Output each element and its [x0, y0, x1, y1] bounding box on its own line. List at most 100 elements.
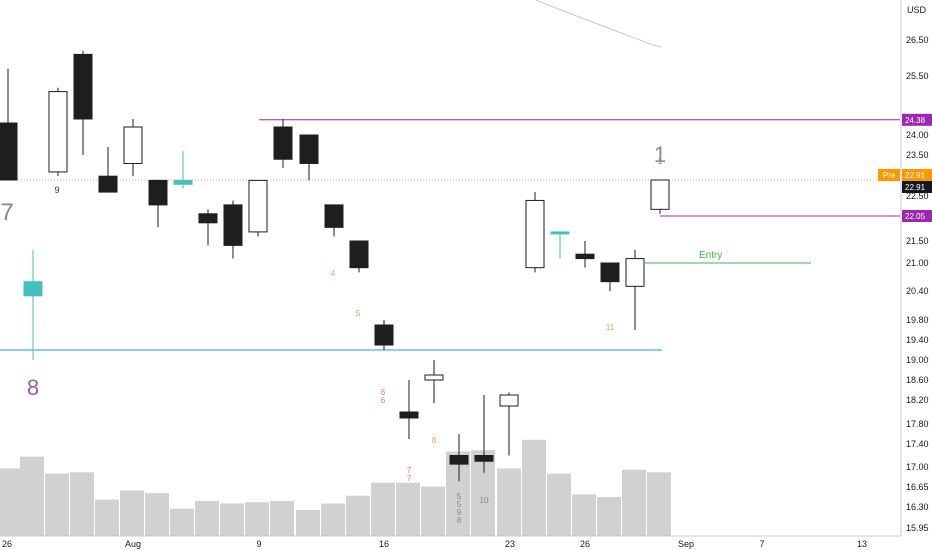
volume-bar: [195, 500, 219, 536]
candle: [148, 179, 168, 228]
candle: [273, 119, 293, 168]
count-annotation: 5: [457, 500, 462, 509]
candle-body: [474, 455, 494, 462]
volume-bar: [220, 503, 244, 536]
volume-bar: [321, 503, 345, 536]
price-tick-label: 25.50: [906, 71, 929, 81]
count-annotation: 7: [407, 474, 412, 483]
entry-label: Entry: [699, 250, 722, 261]
candle-body: [173, 179, 193, 185]
candle: [650, 179, 670, 214]
volume-bar: [45, 473, 69, 536]
count-annotation: 7: [407, 466, 412, 475]
price-tick-label: 17.40: [906, 439, 929, 449]
candle: [198, 209, 218, 246]
candle-body: [525, 199, 545, 269]
price-tick-label: 21.00: [906, 258, 929, 268]
count-annotation: 8: [432, 436, 437, 445]
candle: [98, 147, 118, 193]
candle-body: [198, 213, 218, 224]
candle: [48, 87, 68, 177]
candle: [499, 392, 519, 456]
time-tick-label: Sep: [678, 539, 694, 549]
time-tick-label: 23: [505, 539, 515, 549]
time-axis-background: [0, 536, 901, 550]
candle: [399, 380, 419, 439]
volume-bar: [20, 456, 44, 536]
price-axis[interactable]: 27.60 USD 26.50 25.50 24.00 23.50 22.50 21.50 21…: [878, 0, 932, 550]
candle-body: [23, 281, 43, 297]
candle: [173, 151, 193, 189]
candle: [0, 68, 18, 181]
time-tick-label: 16: [379, 539, 389, 549]
candle: [525, 192, 545, 273]
candle: [324, 204, 344, 237]
candle-body: [424, 374, 444, 381]
horizontal-levels: Entry: [0, 0, 900, 351]
candle-body: [600, 262, 620, 283]
volume-bar: [597, 497, 621, 536]
volume-bar: [170, 508, 194, 536]
volume-bar: [371, 482, 395, 536]
count-annotation: 4: [331, 269, 336, 278]
count-annotation: 7: [0, 199, 13, 226]
price-tick-label: 20.40: [906, 286, 929, 296]
time-tick-label: 26: [580, 539, 590, 549]
candle-body: [499, 394, 519, 407]
time-tick-label: 7: [759, 539, 764, 549]
price-tick-label: 19.80: [906, 315, 929, 325]
candle: [625, 249, 645, 330]
candle: [248, 179, 268, 237]
price-axis-background: [901, 0, 932, 550]
count-annotation: 10: [480, 496, 489, 505]
volume-bar: [95, 499, 119, 536]
count-annotation: 6: [381, 388, 386, 397]
stop-badge: [902, 210, 932, 222]
volume-bar: [647, 472, 671, 536]
candle-body: [0, 122, 18, 181]
candle: [299, 134, 319, 181]
price-tick-label: 27.60: [906, 0, 929, 1]
resistance-badge-label: 24.38: [905, 116, 926, 125]
candle-body: [248, 179, 268, 233]
time-tick-label: 9: [256, 539, 261, 549]
candle-body: [374, 324, 394, 346]
resistance-badge: [902, 113, 932, 126]
candle-body: [299, 134, 319, 164]
current-price-label: 22.91: [905, 183, 926, 192]
candle: [349, 240, 369, 273]
pre-market-price-label: 22.91: [905, 171, 926, 180]
moving-average-line: [535, 0, 663, 48]
price-tick-label: 24.00: [906, 130, 929, 140]
pre-market-price-badge: [902, 169, 932, 181]
candle-body: [550, 231, 570, 235]
price-tick-label: 21.50: [906, 236, 929, 246]
count-annotation: 1: [658, 157, 663, 166]
count-annotation: 8: [27, 375, 39, 400]
candle: [449, 434, 469, 482]
time-axis[interactable]: 26 Aug 9 16 23 26 Sep 7 13: [0, 535, 901, 550]
count-annotation: 8: [457, 516, 462, 525]
volume-bar: [421, 486, 445, 536]
candle-body: [449, 455, 469, 465]
candle-body: [575, 253, 595, 260]
price-tick-label: 17.00: [906, 462, 929, 472]
candle: [23, 249, 43, 360]
price-tick-label: 23.50: [906, 150, 929, 160]
candle-body: [273, 126, 293, 160]
time-tick-label: Aug: [125, 539, 141, 549]
pre-market-tag: [878, 169, 900, 181]
count-annotation: 5: [457, 492, 462, 501]
volume-bar: [572, 494, 596, 536]
candle-body: [324, 204, 344, 228]
price-tick-label: 19.00: [906, 355, 929, 365]
volume-bar: [346, 495, 370, 536]
candle-body: [625, 258, 645, 287]
volume-bar: [471, 450, 495, 536]
count-annotation: 9: [54, 185, 59, 195]
candles: [0, 50, 670, 482]
volume-bar: [70, 472, 94, 536]
pre-market-tag-label: Pre: [883, 171, 896, 180]
